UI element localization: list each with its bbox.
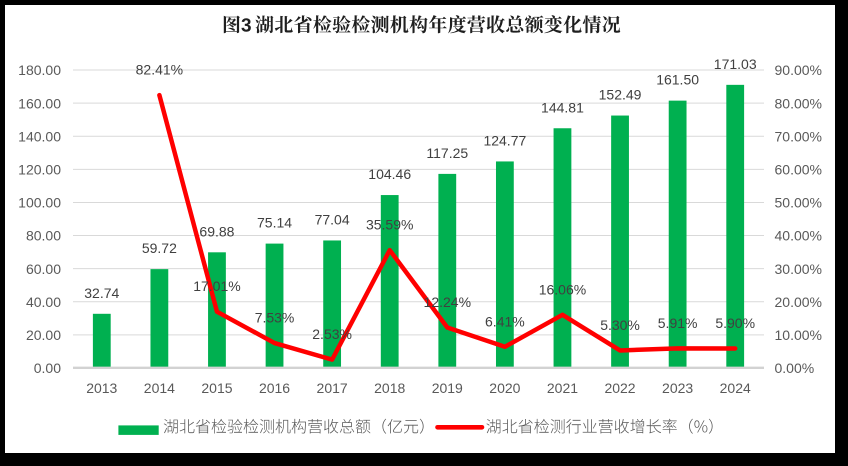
- svg-text:2014: 2014: [144, 380, 175, 396]
- svg-text:5.30%: 5.30%: [600, 317, 640, 333]
- svg-text:140.00: 140.00: [18, 128, 61, 144]
- svg-text:32.74: 32.74: [84, 285, 119, 301]
- svg-text:6.41%: 6.41%: [485, 313, 525, 329]
- svg-text:152.49: 152.49: [599, 87, 642, 103]
- svg-text:2.53%: 2.53%: [312, 326, 352, 342]
- svg-text:117.25: 117.25: [426, 145, 468, 161]
- svg-text:77.04: 77.04: [315, 211, 350, 227]
- svg-text:16.06%: 16.06%: [539, 281, 586, 297]
- svg-text:2019: 2019: [432, 380, 463, 396]
- svg-text:104.46: 104.46: [368, 166, 411, 182]
- svg-text:161.50: 161.50: [656, 72, 699, 88]
- svg-text:2018: 2018: [374, 380, 405, 396]
- svg-text:80.00: 80.00: [26, 228, 61, 244]
- svg-text:30.00%: 30.00%: [775, 261, 822, 277]
- svg-text:59.72: 59.72: [142, 240, 177, 256]
- svg-text:7.53%: 7.53%: [255, 310, 295, 326]
- svg-text:82.41%: 82.41%: [136, 62, 183, 78]
- svg-text:144.81: 144.81: [541, 99, 584, 115]
- svg-text:0.00%: 0.00%: [775, 360, 815, 376]
- svg-text:2020: 2020: [489, 380, 520, 396]
- svg-text:5.91%: 5.91%: [658, 315, 698, 331]
- svg-text:20.00%: 20.00%: [775, 294, 822, 310]
- svg-text:17.01%: 17.01%: [193, 278, 240, 294]
- svg-text:171.03: 171.03: [714, 56, 757, 72]
- svg-text:2016: 2016: [259, 380, 290, 396]
- svg-text:20.00: 20.00: [26, 327, 61, 343]
- svg-text:50.00%: 50.00%: [775, 195, 822, 211]
- svg-text:69.88: 69.88: [199, 223, 234, 239]
- svg-text:2022: 2022: [604, 380, 635, 396]
- svg-text:80.00%: 80.00%: [775, 95, 822, 111]
- svg-text:60.00%: 60.00%: [775, 161, 822, 177]
- svg-text:12.24%: 12.24%: [424, 294, 471, 310]
- svg-text:70.00%: 70.00%: [775, 128, 822, 144]
- svg-text:160.00: 160.00: [18, 95, 61, 111]
- svg-text:75.14: 75.14: [257, 215, 292, 231]
- svg-text:2015: 2015: [201, 380, 232, 396]
- svg-text:60.00: 60.00: [26, 261, 61, 277]
- svg-text:2017: 2017: [317, 380, 348, 396]
- svg-text:124.77: 124.77: [483, 132, 526, 148]
- svg-text:10.00%: 10.00%: [775, 327, 822, 343]
- svg-text:5.90%: 5.90%: [715, 315, 755, 331]
- svg-text:40.00: 40.00: [26, 294, 61, 310]
- svg-text:180.00: 180.00: [18, 62, 61, 78]
- svg-text:100.00: 100.00: [18, 195, 61, 211]
- svg-text:0.00: 0.00: [34, 360, 61, 376]
- svg-text:2024: 2024: [720, 380, 751, 396]
- svg-text:2013: 2013: [86, 380, 117, 396]
- svg-text:90.00%: 90.00%: [775, 62, 822, 78]
- svg-text:35.59%: 35.59%: [366, 217, 413, 233]
- svg-text:2023: 2023: [662, 380, 693, 396]
- svg-text:40.00%: 40.00%: [775, 228, 822, 244]
- svg-text:2021: 2021: [547, 380, 578, 396]
- svg-text:120.00: 120.00: [18, 161, 61, 177]
